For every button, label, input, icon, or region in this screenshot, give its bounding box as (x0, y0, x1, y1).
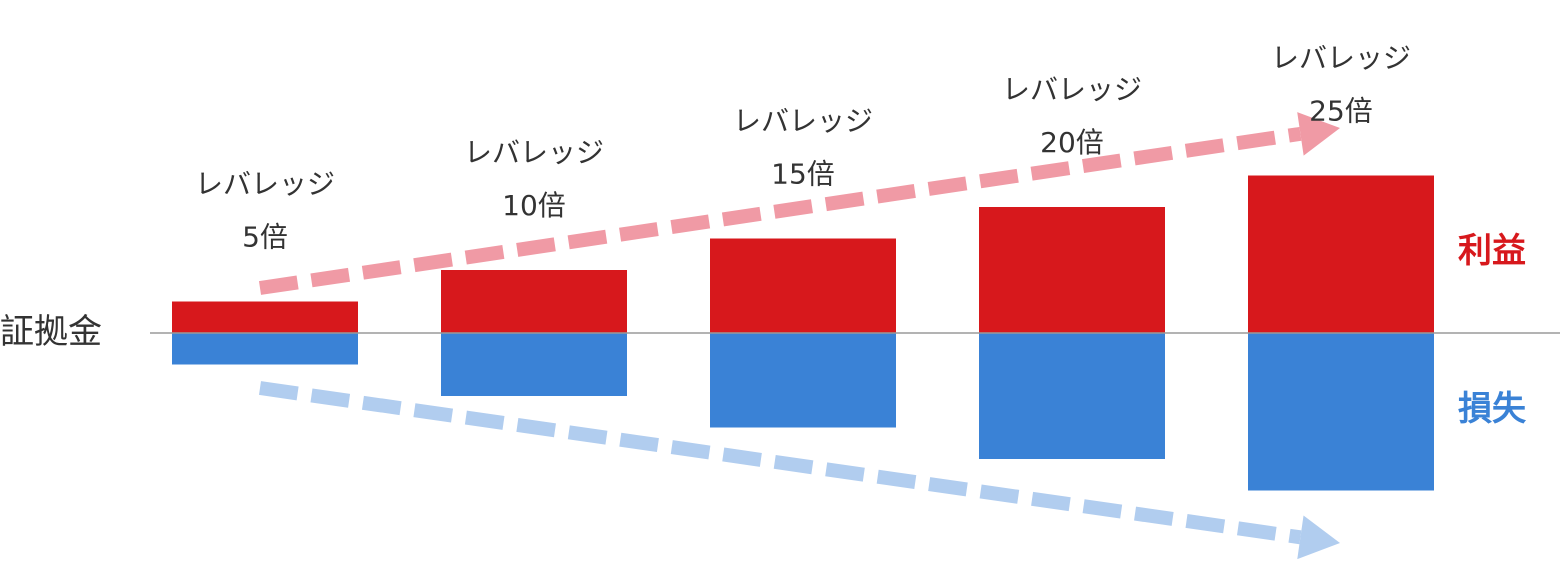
category-label-line2-2: 10倍 (502, 189, 566, 222)
category-label-line2-5: 25倍 (1309, 95, 1373, 128)
profit-bar-4 (979, 207, 1165, 333)
trend-arrows (258, 112, 1340, 560)
loss-trend-arrow-head (1297, 515, 1340, 560)
baseline-label: 証拠金 (0, 312, 102, 352)
profit-bar-5 (1248, 175, 1434, 333)
profit-bar-3 (710, 238, 896, 333)
category-label-line1-3: レバレッジ (733, 105, 873, 138)
legend-loss: 損失 (1458, 389, 1527, 429)
loss-bar-1 (172, 333, 358, 365)
profit-bar-2 (441, 270, 627, 333)
category-label-line2-4: 20倍 (1040, 126, 1104, 159)
loss-bar-3 (710, 333, 896, 428)
category-label-line1-4: レバレッジ (1002, 73, 1142, 106)
profit-bar-1 (172, 301, 358, 333)
legend-profit: 利益 (1458, 231, 1526, 271)
profit-trend-arrow-head (1297, 112, 1340, 156)
loss-bar-2 (441, 333, 627, 396)
category-label-line1-2: レバレッジ (464, 136, 604, 169)
category-label-line2-3: 15倍 (771, 158, 835, 191)
loss-bar-4 (979, 333, 1165, 459)
category-label-line1-5: レバレッジ (1271, 42, 1411, 75)
category-label-line1-1: レバレッジ (195, 168, 335, 201)
loss-bar-5 (1248, 333, 1434, 491)
profit-trend-arrow-shaft (258, 126, 1302, 295)
loss-trend-arrow-shaft (259, 381, 1302, 545)
category-label-line2-1: 5倍 (242, 221, 288, 254)
bars (172, 175, 1434, 491)
